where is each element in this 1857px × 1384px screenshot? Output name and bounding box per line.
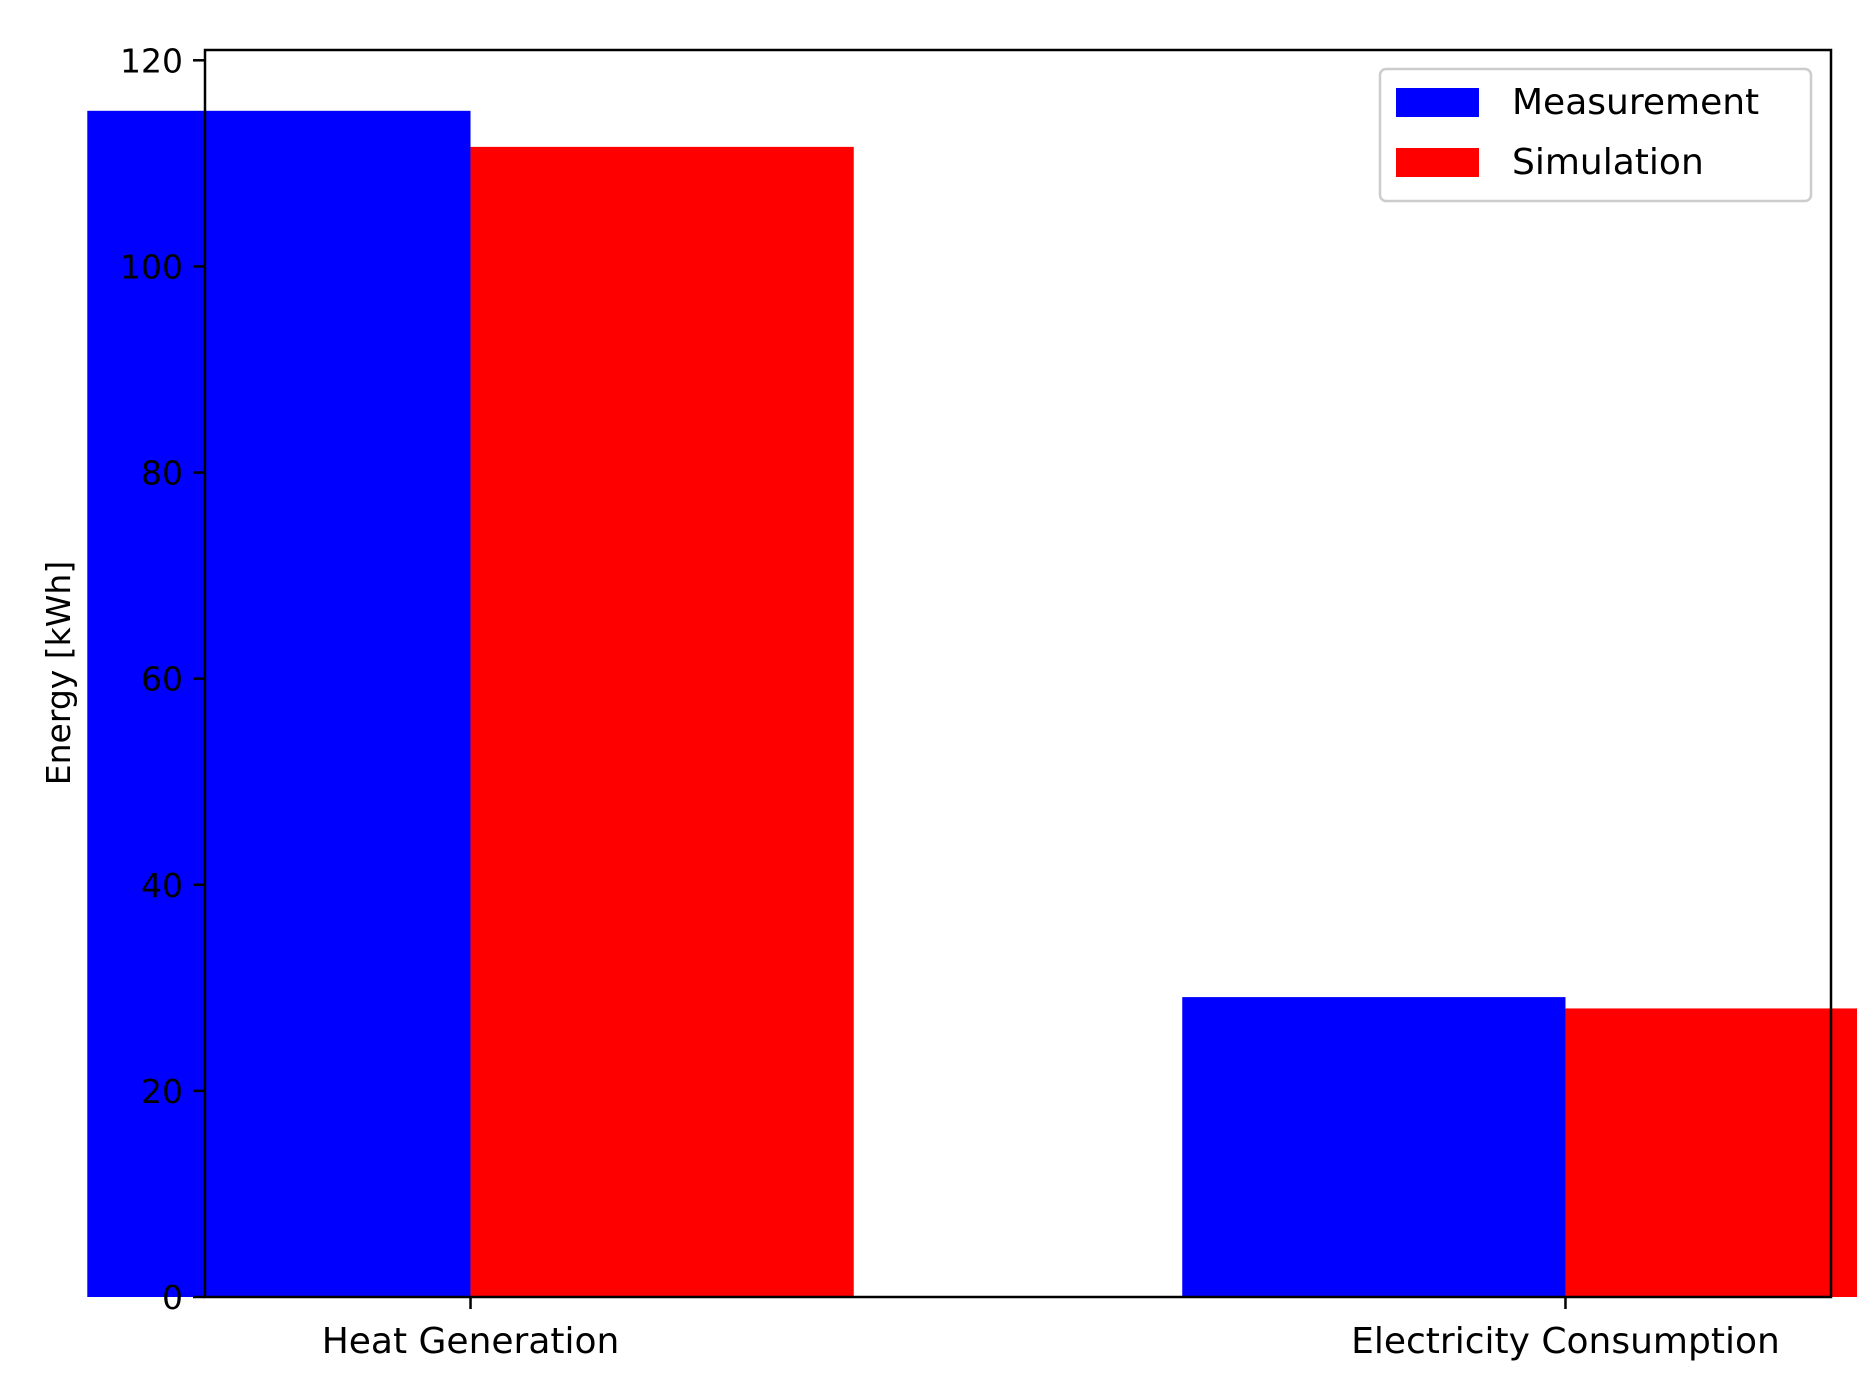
bar-measurement-electricity-consumption (1182, 997, 1566, 1297)
y-tick-label-40: 40 (141, 866, 183, 905)
legend-label-measurement: Measurement (1512, 82, 1759, 123)
bar-simulation-heat-generation (470, 146, 854, 1297)
bar-measurement-heat-generation (87, 110, 471, 1298)
x-tick-label-electricity-consumption: Electricity Consumption (1351, 1321, 1780, 1362)
legend: Measurement Simulation (1378, 67, 1813, 203)
y-axis-ticks: 0 20 40 60 80 100 120 (120, 41, 205, 1317)
x-axis-ticks: Heat Generation Electricity Consumption (322, 1297, 1780, 1362)
legend-swatch-measurement (1396, 88, 1479, 117)
y-tick-label-60: 60 (141, 660, 183, 699)
y-tick-label-100: 100 (120, 247, 183, 286)
legend-box (1378, 67, 1813, 203)
y-tick-label-0: 0 (162, 1278, 183, 1317)
plot-frame (203, 48, 1833, 1299)
y-tick-label-20: 20 (141, 1072, 183, 1111)
y-axis-label: Energy [kWh] (39, 561, 78, 785)
bar-simulation-electricity-consumption (1565, 1008, 1857, 1297)
bars-layer (87, 110, 1857, 1298)
x-tick-label-heat-generation: Heat Generation (322, 1321, 620, 1362)
y-tick-label-80: 80 (141, 454, 183, 493)
legend-swatch-simulation (1396, 148, 1479, 177)
y-tick-label-120: 120 (120, 41, 183, 80)
legend-label-simulation: Simulation (1512, 142, 1704, 183)
